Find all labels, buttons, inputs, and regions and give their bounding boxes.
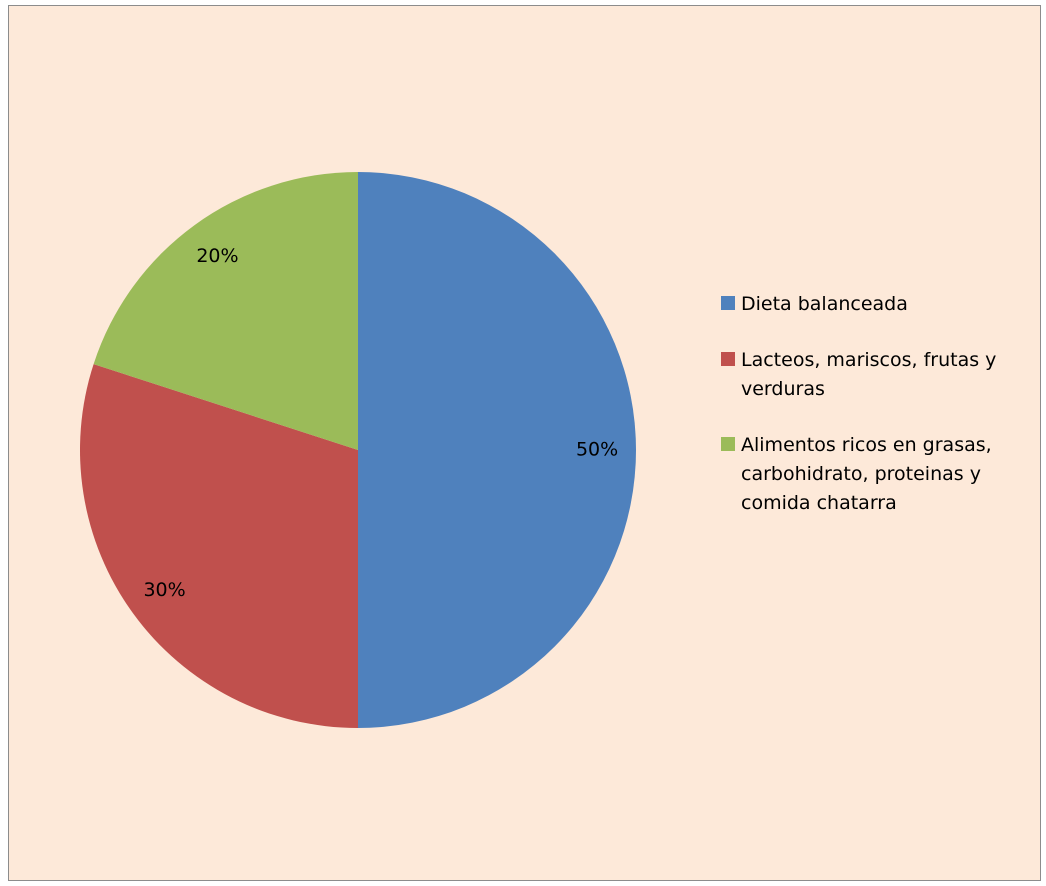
pie-slice-2 [93,172,358,450]
legend-swatch-alimentos-ricos [721,437,735,451]
legend-item-lacteos: Lacteos, mariscos, frutas y verduras [721,346,1046,404]
legend-item-dieta-balanceada: Dieta balanceada [721,290,1046,319]
pie-chart: 50% 30% 20% [80,172,636,728]
legend-swatch-dieta-balanceada [721,296,735,310]
legend: Dieta balanceada Lacteos, mariscos, frut… [721,290,1046,545]
legend-label-lacteos: Lacteos, mariscos, frutas y verduras [741,349,997,400]
legend-item-alimentos-ricos: Alimentos ricos en grasas, carbohidrato,… [721,431,1046,518]
chart-area: 50% 30% 20% Dieta balanceada Lacteos, mari… [8,5,1041,881]
legend-label-alimentos-ricos: Alimentos ricos en grasas, carbohidrato,… [741,434,992,514]
pie-data-label-2: 20% [196,245,238,267]
legend-label-dieta-balanceada: Dieta balanceada [741,293,908,315]
pie-data-label-0: 50% [576,439,618,461]
pie-data-label-1: 30% [143,579,185,601]
pie-slice-1 [80,364,359,728]
legend-swatch-lacteos [721,352,735,366]
pie-slice-0 [358,172,636,728]
